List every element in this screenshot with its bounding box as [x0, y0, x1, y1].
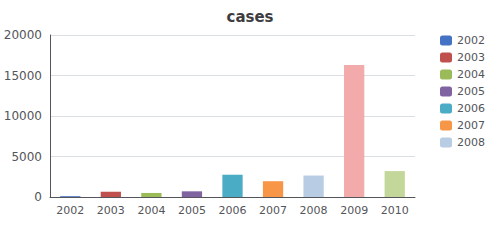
svg-text:2007: 2007	[259, 204, 287, 217]
svg-text:2008: 2008	[300, 204, 328, 217]
svg-text:5000: 5000	[11, 150, 42, 164]
svg-text:2002: 2002	[56, 204, 84, 217]
svg-text:2007: 2007	[457, 119, 485, 132]
svg-text:0: 0	[34, 190, 42, 204]
svg-text:2004: 2004	[457, 68, 485, 81]
svg-text:10000: 10000	[4, 109, 42, 123]
svg-text:15000: 15000	[4, 69, 42, 83]
svg-text:2010: 2010	[381, 204, 409, 217]
svg-text:2002: 2002	[457, 34, 485, 47]
svg-text:2008: 2008	[457, 136, 485, 149]
svg-text:2005: 2005	[457, 85, 485, 98]
svg-text:20000: 20000	[4, 28, 42, 42]
svg-text:2003: 2003	[97, 204, 125, 217]
svg-text:2009: 2009	[340, 204, 368, 217]
svg-text:2003: 2003	[457, 51, 485, 64]
svg-text:2006: 2006	[219, 204, 247, 217]
svg-text:2006: 2006	[457, 102, 485, 115]
svg-text:2005: 2005	[178, 204, 206, 217]
svg-text:2004: 2004	[137, 204, 165, 217]
svg-text:cases: cases	[226, 8, 273, 26]
